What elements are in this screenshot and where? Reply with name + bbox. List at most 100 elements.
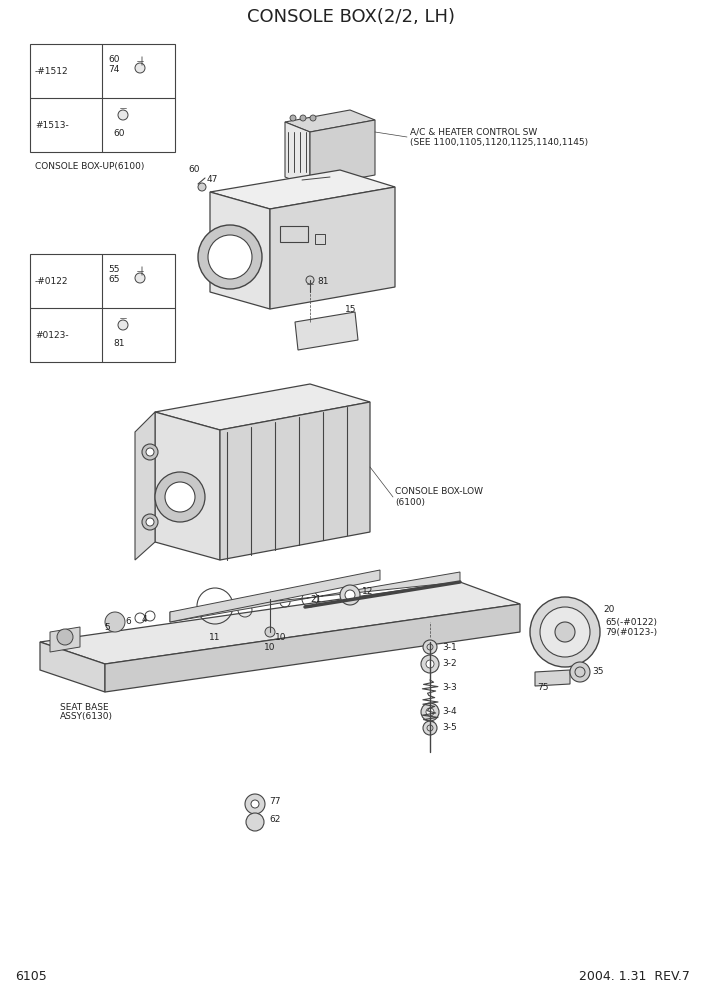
Bar xyxy=(30,254,175,362)
Text: 74: 74 xyxy=(108,64,119,73)
Circle shape xyxy=(310,115,316,121)
Polygon shape xyxy=(285,110,375,132)
Text: CONSOLE BOX-UP(6100): CONSOLE BOX-UP(6100) xyxy=(35,162,145,171)
Text: 35: 35 xyxy=(592,668,604,677)
Text: CONSOLE BOX(2/2, LH): CONSOLE BOX(2/2, LH) xyxy=(247,8,455,26)
Bar xyxy=(280,226,308,242)
Circle shape xyxy=(290,115,296,121)
Text: 3-2: 3-2 xyxy=(442,660,456,669)
Text: 2004. 1.31  REV.7: 2004. 1.31 REV.7 xyxy=(579,970,690,983)
Text: 6: 6 xyxy=(125,617,131,627)
Text: 11: 11 xyxy=(209,633,220,642)
Circle shape xyxy=(118,110,128,120)
Polygon shape xyxy=(155,384,370,430)
Text: SEAT BASE: SEAT BASE xyxy=(60,702,109,711)
Circle shape xyxy=(146,448,154,456)
Text: 5: 5 xyxy=(104,623,110,632)
Circle shape xyxy=(198,225,262,289)
Circle shape xyxy=(265,627,275,637)
Polygon shape xyxy=(310,120,375,187)
Text: -#0122: -#0122 xyxy=(35,277,69,286)
Text: #0123-: #0123- xyxy=(35,330,69,339)
Polygon shape xyxy=(535,670,570,686)
Polygon shape xyxy=(50,627,80,652)
Circle shape xyxy=(135,63,145,73)
Text: 60: 60 xyxy=(108,56,119,64)
Polygon shape xyxy=(105,604,520,692)
Circle shape xyxy=(421,703,439,721)
Circle shape xyxy=(146,518,154,526)
Bar xyxy=(30,44,175,152)
Circle shape xyxy=(306,276,314,284)
Text: (SEE 1100,1105,1120,1125,1140,1145): (SEE 1100,1105,1120,1125,1140,1145) xyxy=(410,138,588,147)
Text: 60: 60 xyxy=(113,129,124,138)
Circle shape xyxy=(142,514,158,530)
Polygon shape xyxy=(155,412,220,560)
Circle shape xyxy=(105,612,125,632)
Polygon shape xyxy=(285,122,310,187)
Text: 47: 47 xyxy=(207,176,218,185)
Circle shape xyxy=(118,320,128,330)
Text: 65(-#0122): 65(-#0122) xyxy=(605,617,657,627)
Text: 21: 21 xyxy=(310,595,322,604)
Circle shape xyxy=(245,794,265,814)
Text: 10: 10 xyxy=(264,643,276,652)
Text: 81: 81 xyxy=(113,338,124,347)
Polygon shape xyxy=(270,187,395,309)
Text: 55: 55 xyxy=(108,266,119,275)
Polygon shape xyxy=(170,572,460,622)
Text: 65: 65 xyxy=(108,275,119,284)
Text: 81: 81 xyxy=(317,278,329,287)
Polygon shape xyxy=(135,412,155,560)
Text: 12: 12 xyxy=(362,587,373,596)
Text: -#1512: -#1512 xyxy=(35,66,69,75)
Polygon shape xyxy=(40,642,105,692)
Text: 79(#0123-): 79(#0123-) xyxy=(605,628,657,637)
Polygon shape xyxy=(170,570,380,622)
Circle shape xyxy=(555,622,575,642)
Circle shape xyxy=(426,708,434,716)
Circle shape xyxy=(246,813,264,831)
Circle shape xyxy=(570,662,590,682)
Circle shape xyxy=(300,115,306,121)
Circle shape xyxy=(426,660,434,668)
Text: (6100): (6100) xyxy=(395,498,425,507)
Text: A/C & HEATER CONTROL SW: A/C & HEATER CONTROL SW xyxy=(410,128,537,137)
Text: 62: 62 xyxy=(269,815,280,824)
Circle shape xyxy=(423,640,437,654)
Text: ASSY(6130): ASSY(6130) xyxy=(60,712,113,721)
Text: 6105: 6105 xyxy=(15,970,47,983)
Text: 15: 15 xyxy=(345,306,357,314)
Polygon shape xyxy=(40,582,520,664)
Text: 10: 10 xyxy=(275,633,286,642)
Text: 60: 60 xyxy=(188,166,199,175)
Text: 4: 4 xyxy=(141,614,147,624)
Circle shape xyxy=(421,655,439,673)
Circle shape xyxy=(155,472,205,522)
Circle shape xyxy=(423,721,437,735)
Text: CONSOLE BOX-LOW: CONSOLE BOX-LOW xyxy=(395,487,483,497)
Text: 3-3: 3-3 xyxy=(442,682,457,691)
Bar xyxy=(315,234,325,244)
Circle shape xyxy=(340,585,360,605)
Text: 3-1: 3-1 xyxy=(442,643,457,652)
Circle shape xyxy=(530,597,600,667)
Text: 3-4: 3-4 xyxy=(442,707,456,716)
Text: 75: 75 xyxy=(537,683,548,692)
Polygon shape xyxy=(295,312,358,350)
Text: #1513-: #1513- xyxy=(35,120,69,130)
Polygon shape xyxy=(210,170,395,209)
Polygon shape xyxy=(220,402,370,560)
Circle shape xyxy=(135,273,145,283)
Circle shape xyxy=(251,800,259,808)
Circle shape xyxy=(345,590,355,600)
Circle shape xyxy=(198,183,206,191)
Circle shape xyxy=(540,607,590,657)
Text: 3-5: 3-5 xyxy=(442,723,457,732)
Text: 20: 20 xyxy=(603,605,614,614)
Circle shape xyxy=(165,482,195,512)
Circle shape xyxy=(208,235,252,279)
Polygon shape xyxy=(210,192,270,309)
Circle shape xyxy=(57,629,73,645)
Text: 77: 77 xyxy=(269,798,281,806)
